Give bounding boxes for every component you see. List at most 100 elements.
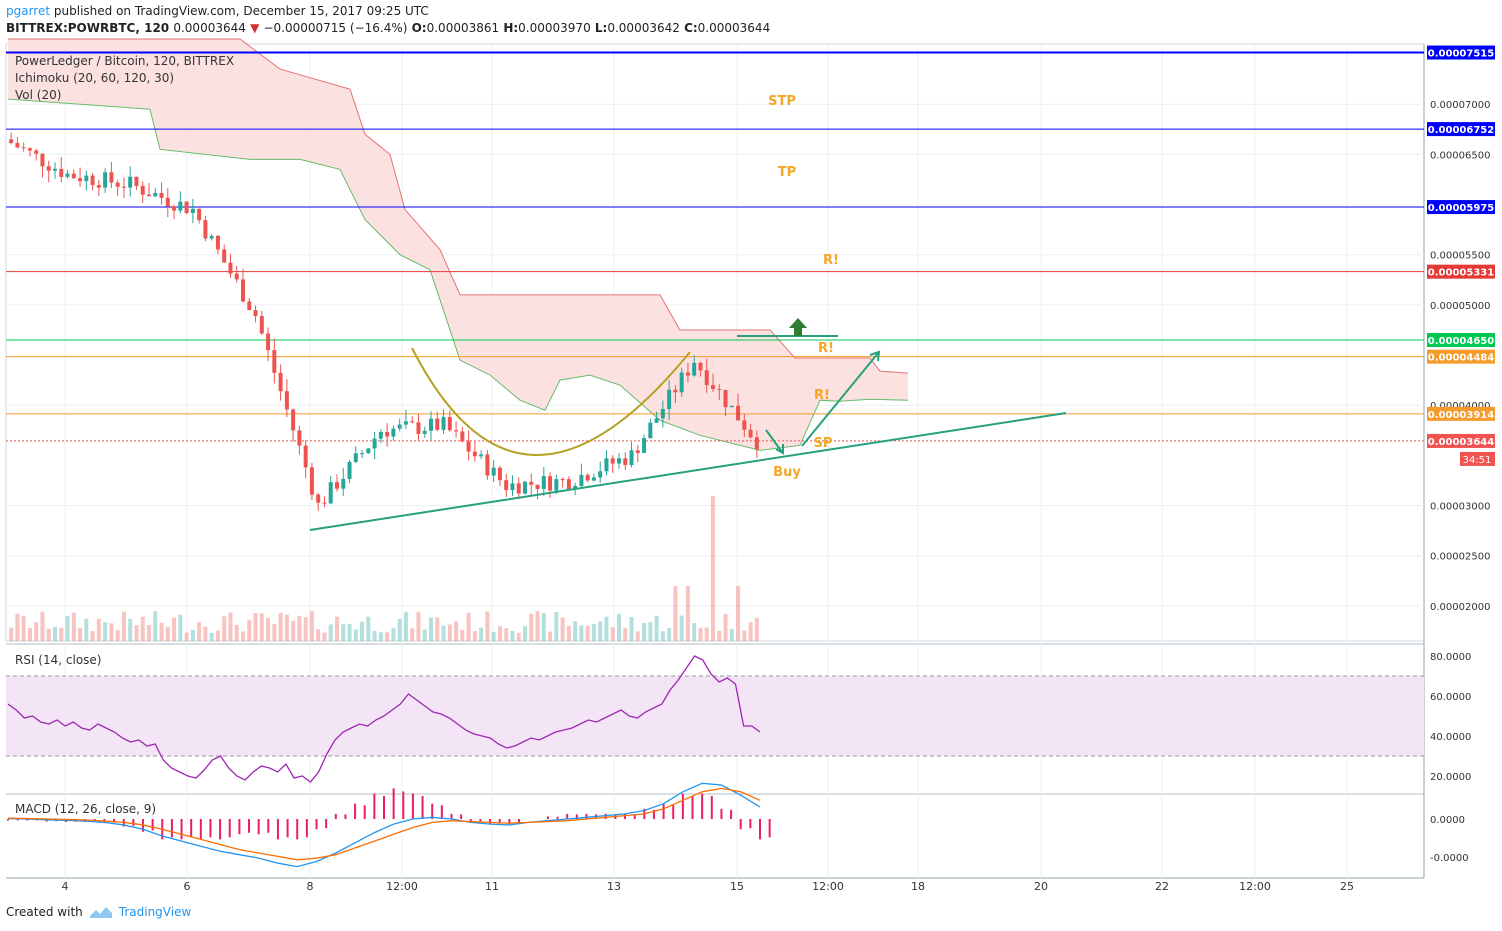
annotation-label: TP — [778, 165, 796, 180]
candle-body — [297, 430, 302, 446]
candle-body — [228, 262, 233, 274]
volume-bar — [642, 623, 647, 641]
candle-body — [667, 389, 672, 410]
candle-body — [698, 362, 703, 371]
candle-body — [554, 479, 559, 491]
candle-body — [711, 385, 715, 390]
arrow-head — [775, 444, 784, 455]
candle-body — [660, 409, 665, 419]
volume-bar — [9, 627, 14, 641]
open-value: 0.00003861 — [426, 21, 500, 35]
volume-bar — [673, 586, 678, 641]
candle-body — [103, 172, 108, 188]
candle-body — [9, 139, 14, 144]
volume-bar — [328, 624, 333, 641]
last-price: 0.00003644 — [173, 21, 246, 35]
y-tick-label: 0.00005500 — [1430, 251, 1490, 262]
candle-body — [654, 418, 659, 423]
ichimoku-cloud — [8, 38, 908, 451]
volume-bar — [541, 612, 546, 641]
candle-body — [479, 454, 484, 457]
volume-bar — [372, 630, 377, 641]
volume-bar — [748, 622, 753, 641]
volume-bar — [466, 612, 471, 641]
price-level-tag — [1427, 406, 1495, 421]
x-tick-label: 12:00 — [386, 880, 418, 893]
price-level-value: 0.00005975 — [1428, 203, 1494, 214]
volume-bar — [40, 611, 45, 641]
x-tick-label: 4 — [62, 880, 69, 893]
rsi-tick-label: 60.0000 — [1430, 692, 1471, 703]
candle-body — [704, 370, 709, 386]
x-tick-label: 20 — [1034, 880, 1048, 893]
volume-bar — [297, 615, 302, 641]
volume-bar — [172, 617, 177, 641]
candle-body — [172, 206, 177, 211]
low-label: L: — [594, 21, 608, 35]
candle-body — [234, 273, 239, 280]
senkou-span-b — [7, 98, 909, 451]
candle-body — [34, 150, 39, 154]
volume-bar — [65, 615, 70, 641]
cup-pattern-arc — [411, 347, 691, 456]
volume-bar — [729, 628, 734, 641]
volume-bar — [604, 616, 609, 641]
candle-body — [140, 185, 145, 195]
rsi-legend[interactable]: RSI (14, close) — [15, 653, 102, 667]
volume-bar — [717, 630, 722, 641]
signal-line — [7, 787, 761, 861]
volume-legend[interactable]: Vol (20) — [15, 88, 62, 102]
candle-body — [385, 432, 390, 437]
candle-body — [322, 502, 327, 504]
candle-body — [642, 438, 647, 454]
ichimoku-legend[interactable]: Ichimoku (20, 60, 120, 30) — [15, 71, 175, 85]
candle-body — [360, 453, 365, 455]
candle-body — [247, 301, 252, 311]
price-level-tag — [1427, 433, 1495, 448]
candle-body — [629, 450, 634, 465]
candle-body — [416, 422, 421, 434]
volume-bar — [134, 625, 139, 641]
candle-body — [40, 153, 45, 167]
candle-body — [748, 429, 753, 438]
candle-body — [134, 176, 139, 186]
candle-body — [153, 192, 158, 197]
publish-line: pgarret published on TradingView.com, De… — [6, 4, 429, 18]
volume-bar — [454, 621, 459, 641]
candle-body — [147, 194, 151, 197]
volume-bar — [316, 629, 321, 641]
volume-bar — [485, 611, 490, 641]
candle-body — [723, 389, 728, 408]
volume-bar — [215, 630, 220, 641]
volume-bar — [510, 630, 515, 641]
symbol-line: BITTREX:POWRBTC, 120 0.00003644 ▼ −0.000… — [6, 21, 770, 35]
candle-body — [165, 197, 170, 207]
volume-bar — [109, 623, 114, 641]
volume-bar — [71, 612, 76, 641]
volume-bar — [598, 621, 603, 641]
macd-legend[interactable]: MACD (12, 26, close, 9) — [15, 802, 157, 816]
volume-bar — [566, 625, 571, 641]
volume-bar — [548, 631, 553, 641]
candle-body — [309, 467, 314, 495]
candle-body — [441, 416, 446, 430]
volume-bar — [660, 631, 665, 641]
close-label: C: — [684, 21, 698, 35]
volume-bar — [309, 611, 314, 641]
main-legend[interactable]: PowerLedger / Bitcoin, 120, BITTREX — [15, 54, 235, 68]
volume-bar — [197, 622, 202, 641]
volume-bar — [497, 626, 502, 641]
rsi-band — [6, 676, 1424, 756]
candle-body — [203, 220, 208, 239]
tradingview-brand-link[interactable]: TradingView — [118, 905, 192, 919]
author-link[interactable]: pgarret — [6, 4, 51, 18]
drop-arrow — [765, 429, 783, 453]
volume-bar — [115, 630, 120, 641]
candle-body — [585, 474, 590, 481]
candle-body — [303, 445, 308, 468]
candle-body — [284, 391, 289, 410]
volume-bar — [121, 611, 126, 641]
candle-body — [579, 474, 584, 486]
candle-body — [209, 235, 214, 239]
